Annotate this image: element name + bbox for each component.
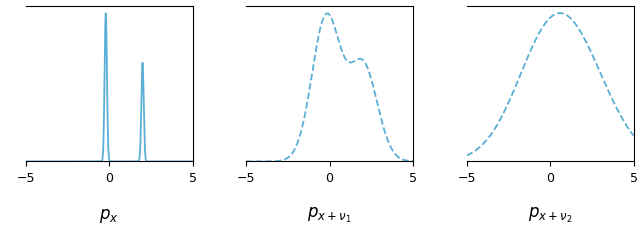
Text: $p_{x+\nu_1}$: $p_{x+\nu_1}$ xyxy=(307,205,352,224)
Text: $p_x$: $p_x$ xyxy=(99,206,119,224)
Text: $p_{x+\nu_2}$: $p_{x+\nu_2}$ xyxy=(528,205,572,224)
